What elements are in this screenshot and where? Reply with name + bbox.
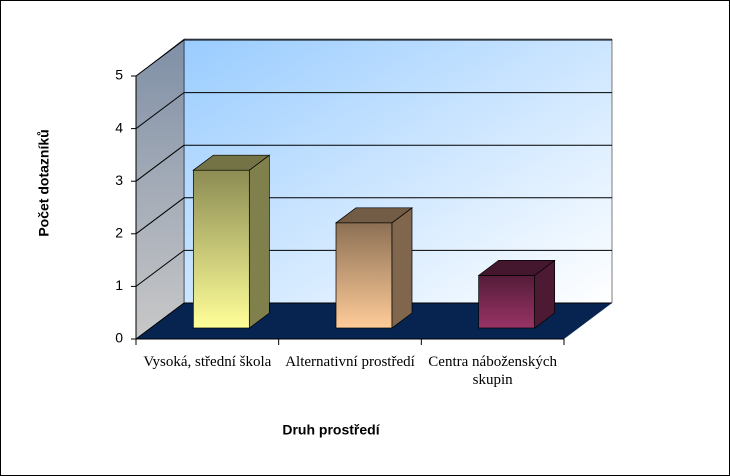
y-tick-label: 3 xyxy=(115,172,123,188)
x-tick-label: Alternativní prostředí xyxy=(285,354,415,370)
x-axis-title: Druh prostředí xyxy=(282,422,380,438)
y-axis-title: Počet dotazníků xyxy=(36,129,52,236)
grid-line xyxy=(135,197,185,235)
x-tick-label: Centra náboženských skupin xyxy=(428,354,557,388)
grid-line xyxy=(135,39,185,77)
bar-side xyxy=(391,207,413,329)
side-wall xyxy=(135,38,185,340)
y-tick-label: 5 xyxy=(115,67,123,83)
y-tick-label: 1 xyxy=(115,277,123,293)
bar-top xyxy=(192,154,271,171)
bar-top xyxy=(334,207,414,224)
bar-side xyxy=(248,154,270,329)
grid-line xyxy=(135,302,185,340)
y-tick-label: 4 xyxy=(115,119,123,135)
grid-line xyxy=(135,92,185,129)
y-tick-label: 0 xyxy=(115,330,123,346)
x-tick-label: Vysoká, střední škola xyxy=(143,354,272,370)
bar xyxy=(478,275,536,329)
grid-line xyxy=(135,249,185,287)
bar xyxy=(335,222,393,329)
y-tick-label: 2 xyxy=(115,225,123,241)
bar-top xyxy=(477,260,556,276)
grid-line xyxy=(135,144,185,182)
bar xyxy=(192,169,250,329)
